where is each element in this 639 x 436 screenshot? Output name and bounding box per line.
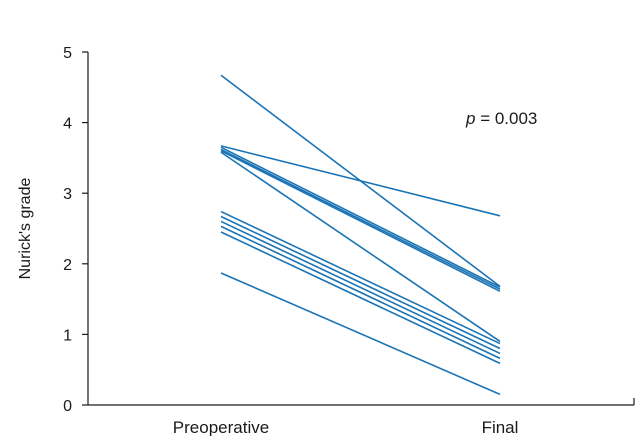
y-tick-label: 3 [63, 186, 72, 203]
series-line-11 [220, 231, 501, 365]
y-axis-title: Nurick's grade [17, 178, 34, 280]
p-symbol: p [465, 109, 475, 128]
series-line-7 [220, 210, 501, 345]
series-lines [220, 74, 501, 396]
series-line-3 [220, 146, 501, 288]
series-line-9 [220, 220, 501, 355]
series-line-8 [220, 215, 501, 350]
series-line-10 [220, 225, 501, 360]
y-tick-label: 1 [63, 327, 72, 344]
series-line-6 [220, 151, 501, 343]
y-tick-label: 5 [63, 45, 72, 62]
series-line-4 [220, 148, 501, 290]
axes [87, 52, 635, 406]
p-value-annotation: p = 0.003 [465, 109, 537, 128]
x-category-labels: Preoperative Final [173, 418, 519, 436]
series-line-12 [220, 272, 501, 396]
x-category-label: Preoperative [173, 418, 269, 436]
series-line-2 [220, 145, 501, 217]
y-tick-label: 0 [63, 398, 72, 415]
series-line-5 [220, 150, 501, 293]
x-category-label: Final [482, 418, 519, 436]
y-ticks: 0 1 2 3 4 5 [63, 45, 88, 415]
p-value-text: = 0.003 [475, 109, 537, 128]
y-tick-label: 4 [63, 116, 72, 133]
y-tick-label: 2 [63, 257, 72, 274]
